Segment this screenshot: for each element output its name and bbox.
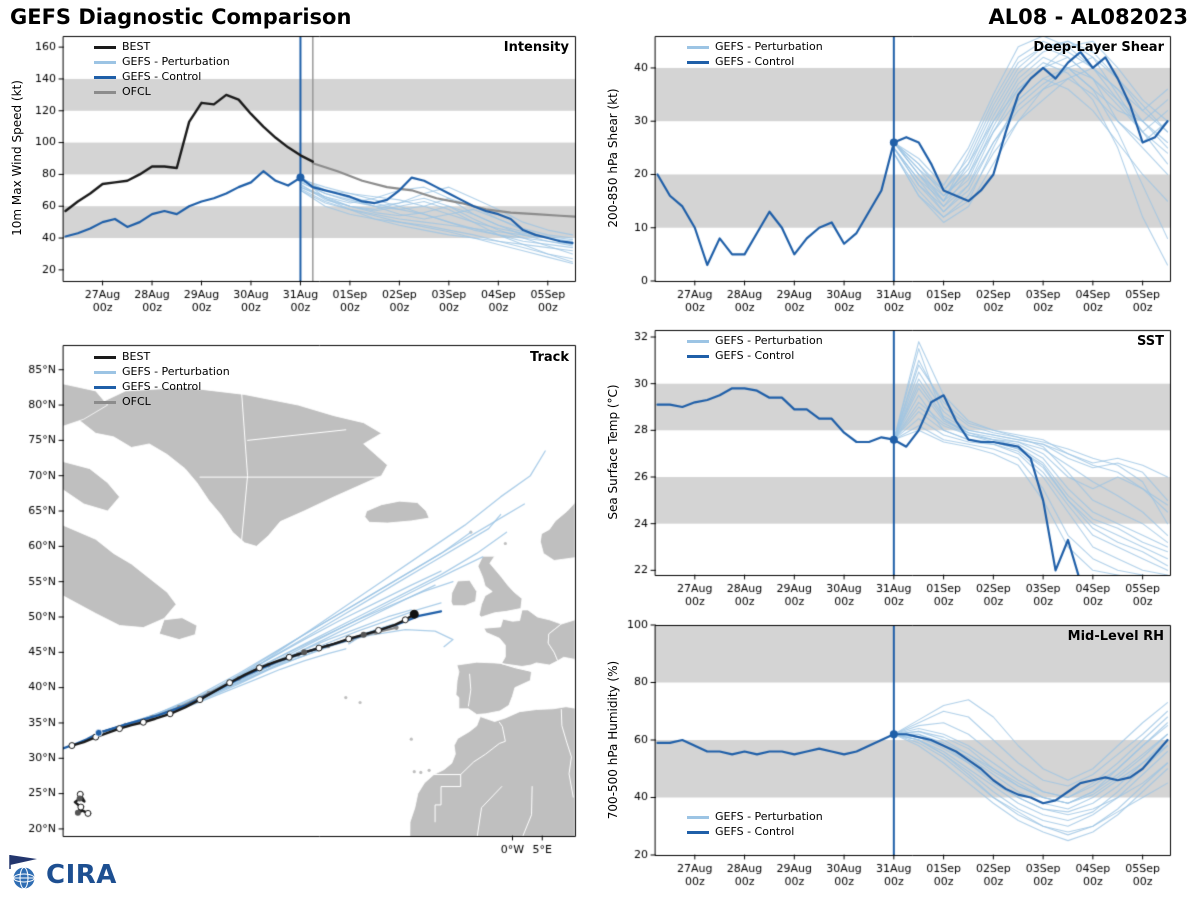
legend-item: GEFS - Control xyxy=(687,55,823,69)
legend-item: GEFS - Perturbation xyxy=(687,334,823,348)
legend-label: GEFS - Perturbation xyxy=(715,40,823,53)
ylabel-rh: 700-500 hPa Humidity (%) xyxy=(606,660,620,820)
legend-swatch xyxy=(94,45,116,49)
legend-swatch xyxy=(687,830,709,834)
legend-label: BEST xyxy=(122,350,151,363)
ylabel-intensity: 10m Max Wind Speed (kt) xyxy=(10,80,24,236)
legend-swatch xyxy=(94,90,116,94)
legend-label: OFCL xyxy=(122,395,151,408)
legend-sst: GEFS - Perturbation GEFS - Control xyxy=(687,334,823,363)
legend-swatch xyxy=(94,370,116,374)
legend-item: OFCL xyxy=(94,85,230,99)
legend-item: GEFS - Control xyxy=(94,380,230,394)
storm-id-title: AL08 - AL082023 xyxy=(988,5,1189,29)
cira-logo-text: CIRA xyxy=(46,860,117,890)
ylabel-sst: Sea Surface Temp (°C) xyxy=(606,384,620,520)
legend-item: GEFS - Perturbation xyxy=(94,365,230,379)
legend-swatch xyxy=(687,815,709,819)
legend-rh: GEFS - Perturbation GEFS - Control xyxy=(687,810,823,839)
cira-logo: CIRA xyxy=(8,854,117,890)
legend-label: GEFS - Perturbation xyxy=(715,334,823,347)
legend-label: GEFS - Perturbation xyxy=(715,810,823,823)
panel-title-track: Track xyxy=(530,350,569,365)
legend-item: GEFS - Perturbation xyxy=(687,810,823,824)
legend-item: GEFS - Control xyxy=(687,825,823,839)
panel-title-shear: Deep-Layer Shear xyxy=(1033,40,1164,55)
legend-item: GEFS - Perturbation xyxy=(687,40,823,54)
legend-label: OFCL xyxy=(122,85,151,98)
legend-swatch xyxy=(687,354,709,358)
legend-item: GEFS - Control xyxy=(94,70,230,84)
legend-item: GEFS - Perturbation xyxy=(94,55,230,69)
legend-track: BEST GEFS - Perturbation GEFS - Control OFC… xyxy=(94,350,230,409)
legend-label: GEFS - Control xyxy=(122,70,202,83)
legend-swatch xyxy=(687,60,709,64)
legend-label: BEST xyxy=(122,40,151,53)
panel-title-intensity: Intensity xyxy=(503,40,569,55)
panel-title-sst: SST xyxy=(1136,334,1164,349)
legend-label: GEFS - Control xyxy=(715,825,795,838)
legend-label: GEFS - Control xyxy=(715,55,795,68)
legend-swatch xyxy=(687,339,709,343)
legend-item: GEFS - Control xyxy=(687,349,823,363)
legend-swatch xyxy=(94,75,116,79)
panel-title-rh: Mid-Level RH xyxy=(1067,629,1164,644)
cira-globe-icon xyxy=(9,855,37,889)
legend-intensity: BEST GEFS - Perturbation GEFS - Control OFC… xyxy=(94,40,230,99)
legend-shear: GEFS - Perturbation GEFS - Control xyxy=(687,40,823,69)
legend-item: BEST xyxy=(94,40,230,54)
legend-label: GEFS - Control xyxy=(715,349,795,362)
page-title: GEFS Diagnostic Comparison xyxy=(10,5,352,29)
legend-swatch xyxy=(687,45,709,49)
legend-swatch xyxy=(94,385,116,389)
legend-swatch xyxy=(94,355,116,359)
legend-item: BEST xyxy=(94,350,230,364)
legend-swatch xyxy=(94,60,116,64)
legend-label: GEFS - Control xyxy=(122,380,202,393)
legend-label: GEFS - Perturbation xyxy=(122,55,230,68)
ylabel-shear: 200-850 hPa Shear (kt) xyxy=(606,88,620,228)
legend-item: OFCL xyxy=(94,395,230,409)
legend-swatch xyxy=(94,400,116,404)
legend-label: GEFS - Perturbation xyxy=(122,365,230,378)
